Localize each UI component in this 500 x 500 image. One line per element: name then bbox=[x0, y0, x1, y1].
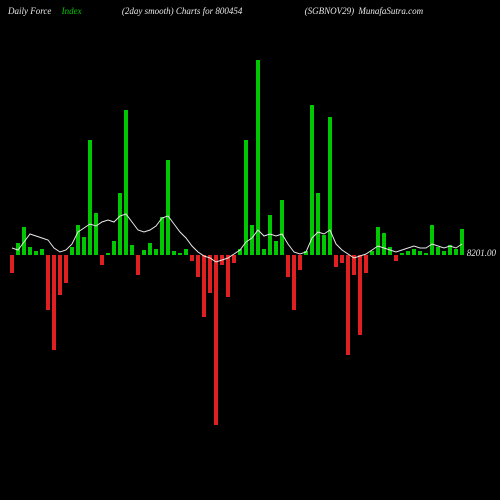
force-bar bbox=[190, 255, 194, 261]
force-bar bbox=[358, 255, 362, 335]
force-bar bbox=[340, 255, 344, 263]
force-bar bbox=[298, 255, 302, 270]
force-bar bbox=[34, 251, 38, 255]
force-bar bbox=[226, 255, 230, 297]
force-bar bbox=[64, 255, 68, 283]
force-bar bbox=[70, 247, 74, 255]
force-bar bbox=[196, 255, 200, 277]
force-bar bbox=[16, 243, 20, 255]
force-bar bbox=[454, 249, 458, 255]
force-bar bbox=[40, 249, 44, 255]
force-bar bbox=[268, 215, 272, 255]
force-bar bbox=[154, 249, 158, 255]
force-bar bbox=[424, 253, 428, 255]
force-bar bbox=[418, 251, 422, 255]
force-bar bbox=[430, 225, 434, 255]
force-bar bbox=[10, 255, 14, 273]
force-bar bbox=[82, 237, 86, 255]
force-bar bbox=[394, 255, 398, 261]
force-bar bbox=[118, 193, 122, 255]
force-bar bbox=[178, 253, 182, 255]
force-bar bbox=[292, 255, 296, 310]
force-bar bbox=[172, 251, 176, 255]
force-bar bbox=[22, 227, 26, 255]
header-site: MunafaSutra.com bbox=[358, 6, 423, 16]
force-bar bbox=[406, 251, 410, 255]
force-bar bbox=[106, 253, 110, 255]
force-bar bbox=[46, 255, 50, 310]
force-bar bbox=[88, 140, 92, 255]
force-bar bbox=[460, 229, 464, 255]
force-bar bbox=[130, 245, 134, 255]
force-bar bbox=[112, 241, 116, 255]
header-index-word: Index bbox=[62, 6, 82, 16]
force-bar bbox=[436, 247, 440, 255]
force-bar bbox=[280, 200, 284, 255]
force-bar bbox=[184, 249, 188, 255]
force-bar bbox=[52, 255, 56, 350]
force-bar bbox=[100, 255, 104, 265]
header-middle: (2day smooth) Charts for 800454 bbox=[122, 6, 243, 16]
force-bar bbox=[370, 251, 374, 255]
force-bar bbox=[160, 217, 164, 255]
force-bar bbox=[346, 255, 350, 355]
force-bar bbox=[310, 105, 314, 255]
force-bar bbox=[250, 225, 254, 255]
force-bar bbox=[412, 249, 416, 255]
force-bar bbox=[388, 247, 392, 255]
force-bar bbox=[442, 251, 446, 255]
force-bar bbox=[400, 253, 404, 255]
force-bar bbox=[376, 227, 380, 255]
force-bar bbox=[166, 160, 170, 255]
force-bar bbox=[148, 243, 152, 255]
force-bar bbox=[76, 225, 80, 255]
force-bar bbox=[262, 249, 266, 255]
force-bar bbox=[256, 60, 260, 255]
force-bar bbox=[94, 213, 98, 255]
force-bar bbox=[28, 247, 32, 255]
force-bar bbox=[382, 233, 386, 255]
force-bar bbox=[208, 255, 212, 293]
header-ticker: (SGBNOV29) bbox=[305, 6, 355, 16]
force-bar bbox=[124, 110, 128, 255]
chart-header: Daily Force Index (2day smooth) Charts f… bbox=[0, 6, 500, 16]
force-bar bbox=[244, 140, 248, 255]
force-bar bbox=[58, 255, 62, 295]
force-bar bbox=[316, 193, 320, 255]
force-bar bbox=[334, 255, 338, 267]
y-axis-label: 8201.00 bbox=[467, 248, 496, 258]
force-bar bbox=[136, 255, 140, 275]
header-left: Daily Force bbox=[8, 6, 51, 16]
force-bar bbox=[214, 255, 218, 425]
force-bar bbox=[274, 241, 278, 255]
chart-svg bbox=[0, 0, 500, 500]
force-bar bbox=[322, 235, 326, 255]
force-bar bbox=[202, 255, 206, 317]
force-bar bbox=[142, 250, 146, 255]
force-bar bbox=[232, 255, 236, 263]
force-bar bbox=[364, 255, 368, 273]
force-index-chart bbox=[0, 0, 500, 500]
force-bar bbox=[286, 255, 290, 277]
